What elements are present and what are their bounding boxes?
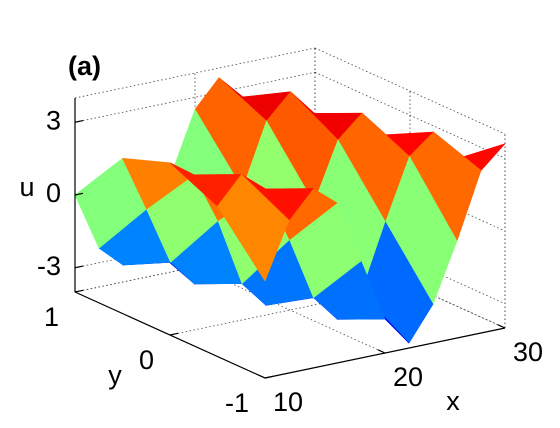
x-tick-label: 30	[513, 337, 543, 367]
y-axis-label: y	[108, 360, 122, 390]
z-tick-label: 3	[46, 105, 61, 135]
tick-mark	[257, 374, 266, 379]
grid-line	[194, 266, 386, 354]
box-edge	[314, 47, 506, 135]
tick-mark	[264, 375, 274, 379]
y-tick-label: 1	[44, 302, 59, 332]
tick-mark	[74, 192, 84, 196]
box-edge	[74, 47, 316, 99]
panel-label: (a)	[68, 51, 101, 81]
tick-mark	[74, 265, 84, 269]
tick-mark	[497, 324, 506, 329]
y-tick-label: -1	[225, 388, 249, 418]
x-tick-label: 20	[393, 362, 423, 392]
tick-mark	[377, 349, 386, 354]
tick-mark	[169, 332, 179, 336]
tick-mark	[74, 289, 84, 293]
surface-patch	[217, 174, 290, 282]
x-tick-label: 10	[273, 387, 303, 417]
y-tick-label: 0	[139, 345, 154, 375]
z-axis-label: u	[19, 172, 34, 202]
x-axis-label: x	[446, 386, 460, 416]
z-tick-label: 0	[46, 178, 61, 208]
grid-line	[74, 71, 316, 123]
grid-line	[314, 71, 506, 159]
z-tick-label: -3	[37, 251, 61, 281]
tick-mark	[74, 119, 84, 123]
